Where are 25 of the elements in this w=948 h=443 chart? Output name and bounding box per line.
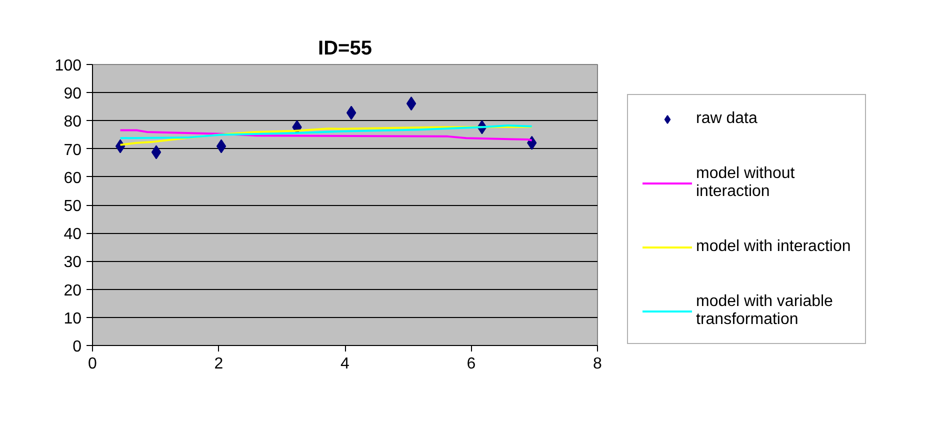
y-tick-label: 90 xyxy=(64,86,82,103)
legend-label: raw data xyxy=(696,110,758,128)
x-tick-label: 6 xyxy=(466,356,476,372)
x-tick-label: 0 xyxy=(88,356,98,372)
y-tick-label: 80 xyxy=(64,114,82,131)
point xyxy=(216,139,226,154)
x-tick-label: 4 xyxy=(340,356,350,372)
point xyxy=(151,145,162,160)
y-tick-label: 30 xyxy=(64,254,82,272)
x-tick-label: 2 xyxy=(214,356,224,372)
legend-label: model with interaction xyxy=(696,238,851,256)
y-tick-label: 60 xyxy=(64,170,82,187)
point xyxy=(406,96,416,111)
y-tick-label: 50 xyxy=(64,198,82,215)
y-tick-label: 10 xyxy=(64,310,82,328)
x-tick-label: 8 xyxy=(593,356,602,372)
y-tick-label: 70 xyxy=(64,142,82,159)
y-tick-label: 40 xyxy=(64,226,82,244)
y-tick-label: 20 xyxy=(64,282,82,300)
legend-label: model with variable transformation xyxy=(696,293,833,329)
y-tick-label: 0 xyxy=(72,338,82,356)
point xyxy=(346,106,356,120)
chart-title: ID=55 xyxy=(318,38,372,60)
y-tick-label: 100 xyxy=(54,58,82,74)
legend-label: model without interaction xyxy=(696,165,795,201)
